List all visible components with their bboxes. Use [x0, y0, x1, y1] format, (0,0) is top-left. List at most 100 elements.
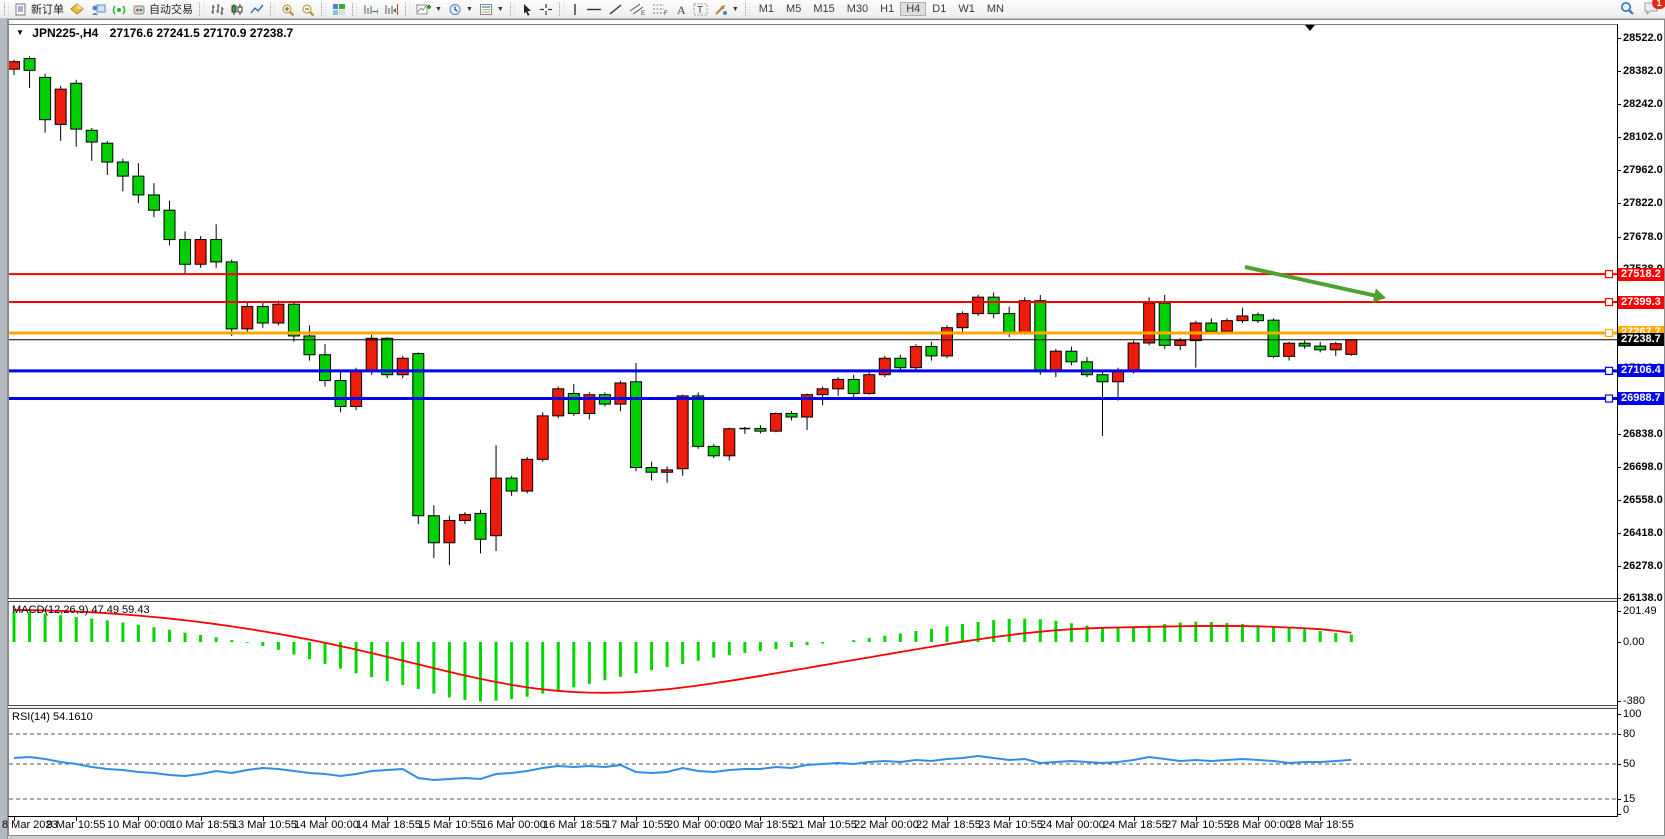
price-tick — [1617, 466, 1621, 468]
chart-shift-button[interactable] — [381, 1, 402, 18]
toolbar-drag-handle[interactable] — [405, 2, 410, 16]
crosshair-button[interactable] — [536, 1, 556, 18]
tile-windows-button[interactable] — [329, 1, 349, 18]
price-tick-label: 28382.0 — [1623, 65, 1663, 78]
rsi-tick-label: 15 — [1623, 793, 1636, 805]
chart-shift-marker — [1305, 25, 1315, 31]
toolbar-drag-handle[interactable] — [509, 2, 515, 16]
candles-view-icon — [231, 3, 243, 15]
chart-window — [8, 19, 1665, 836]
rsi-pane[interactable] — [9, 709, 1617, 814]
candles-view-button[interactable] — [227, 1, 247, 18]
zoom-in-button[interactable] — [278, 1, 298, 18]
cursor-icon — [523, 3, 531, 16]
line-view-icon — [250, 4, 264, 13]
timeframe-h1[interactable]: H1 — [880, 3, 895, 15]
notifications-button[interactable]: 1 — [1643, 0, 1665, 18]
channel-button[interactable]: E — [626, 1, 649, 18]
price-tick-label: 26418.0 — [1623, 526, 1663, 539]
autoscroll-button[interactable] — [360, 1, 381, 18]
search-icon — [1621, 1, 1634, 15]
autotrading-label: 自动交易 — [149, 4, 193, 16]
vertical-line-button[interactable] — [567, 1, 583, 18]
bars-view-button[interactable] — [207, 1, 227, 18]
toolbar-drag-handle[interactable] — [558, 2, 564, 16]
timeframe-m1[interactable]: M1 — [758, 3, 775, 15]
chart-symbol-period: JPN225-,H4 — [32, 26, 99, 40]
text-label-button[interactable]: T — [690, 1, 711, 18]
vertical-line-icon — [574, 3, 576, 15]
hline-price-label: 27106.4 — [1618, 364, 1664, 378]
templates-button[interactable]: ▼ — [476, 1, 507, 18]
zoom-out-icon — [302, 4, 315, 16]
new-order-button[interactable]: 新订单 — [12, 1, 67, 18]
zoom-out-button[interactable] — [298, 1, 318, 18]
toolbar-drag-handle[interactable] — [352, 2, 357, 16]
terminal-button[interactable] — [88, 1, 109, 18]
search-button[interactable] — [1620, 1, 1635, 18]
arrows-button[interactable]: ▼ — [711, 1, 742, 18]
timeframe-m30[interactable]: M30 — [846, 3, 869, 15]
cursor-button[interactable] — [518, 1, 536, 18]
toolbar-drag-handle[interactable] — [199, 2, 204, 16]
timeframe-d1[interactable]: D1 — [932, 3, 947, 15]
new-order-label: 新订单 — [31, 4, 64, 16]
price-tick — [1617, 433, 1621, 435]
text-icon: A — [677, 3, 686, 16]
price-tick-label: 27678.0 — [1623, 230, 1663, 243]
rsi-tick-label: 100 — [1623, 708, 1642, 720]
price-tick-label: 28522.0 — [1623, 32, 1663, 45]
macd-splitter[interactable] — [8, 598, 1617, 602]
timeframe-m15[interactable]: M15 — [813, 3, 835, 15]
time-tick — [947, 817, 948, 821]
broadcast-button[interactable] — [109, 1, 129, 18]
macd-pane[interactable] — [9, 602, 1617, 705]
svg-text:F: F — [664, 11, 668, 16]
time-tick-label: 8 Mar 2023 — [2, 819, 58, 831]
timeframe-h4[interactable]: H4 — [900, 2, 927, 16]
time-tick-label: 28 Mar 00:00 — [1227, 819, 1292, 831]
price-pane[interactable] — [9, 25, 1617, 598]
chart-menu-caret[interactable]: ▼ — [16, 28, 24, 37]
time-tick — [760, 817, 762, 821]
periods-button[interactable]: ▼ — [445, 1, 476, 18]
price-tick-label: 27822.0 — [1623, 196, 1663, 209]
price-tick-label: 27962.0 — [1623, 163, 1663, 176]
timeframe-m5[interactable]: M5 — [786, 3, 802, 15]
rsi-tick-label: 0 — [1623, 804, 1630, 816]
toolbar-drag-handle[interactable] — [744, 2, 750, 16]
trendline-button[interactable] — [605, 1, 626, 18]
price-tick — [1617, 598, 1621, 600]
text-button[interactable]: A — [672, 1, 690, 18]
main-pane-top-border — [8, 24, 1617, 25]
notification-badge: 1 — [1652, 0, 1665, 9]
bars-view-icon — [211, 3, 224, 15]
fibonacci-button[interactable]: F — [649, 1, 672, 18]
hline-price-label: 27518.2 — [1618, 267, 1664, 281]
macd-tick-label: 0.00 — [1623, 636, 1645, 648]
rsi-splitter[interactable] — [8, 705, 1617, 709]
time-tick-label: 20 Mar 18:55 — [729, 819, 794, 831]
periods-caret: ▼ — [465, 5, 473, 13]
timeframe-w1[interactable]: W1 — [958, 3, 975, 15]
zoom-in-icon — [282, 4, 295, 16]
line-view-button[interactable] — [247, 1, 267, 18]
time-tick — [262, 817, 264, 821]
time-tick — [200, 817, 202, 821]
toolbar-drag-handle[interactable] — [270, 2, 275, 16]
price-tick-label: 28102.0 — [1623, 130, 1663, 143]
horizontal-line-button[interactable] — [583, 1, 605, 18]
toolbar-drag-handle[interactable] — [4, 2, 9, 16]
macd-tick-label: -380 — [1623, 695, 1646, 708]
metaeditor-button[interactable] — [67, 1, 88, 18]
timeframe-mn[interactable]: MN — [986, 3, 1004, 15]
left-panel-splitter[interactable] — [0, 19, 8, 839]
autotrading-button[interactable]: 自动交易 — [129, 1, 196, 18]
price-tick — [1617, 202, 1621, 204]
timeframe-group: M1 M5 M15 M30 H1 H4 D1 W1 MN — [753, 2, 1010, 16]
rsi-label: RSI(14) 54.1610 — [12, 711, 93, 723]
trendline-icon — [609, 3, 622, 15]
tile-windows-icon — [333, 3, 345, 15]
indicators-button[interactable]: ▼ — [413, 1, 445, 18]
toolbar-drag-handle[interactable] — [321, 2, 326, 16]
